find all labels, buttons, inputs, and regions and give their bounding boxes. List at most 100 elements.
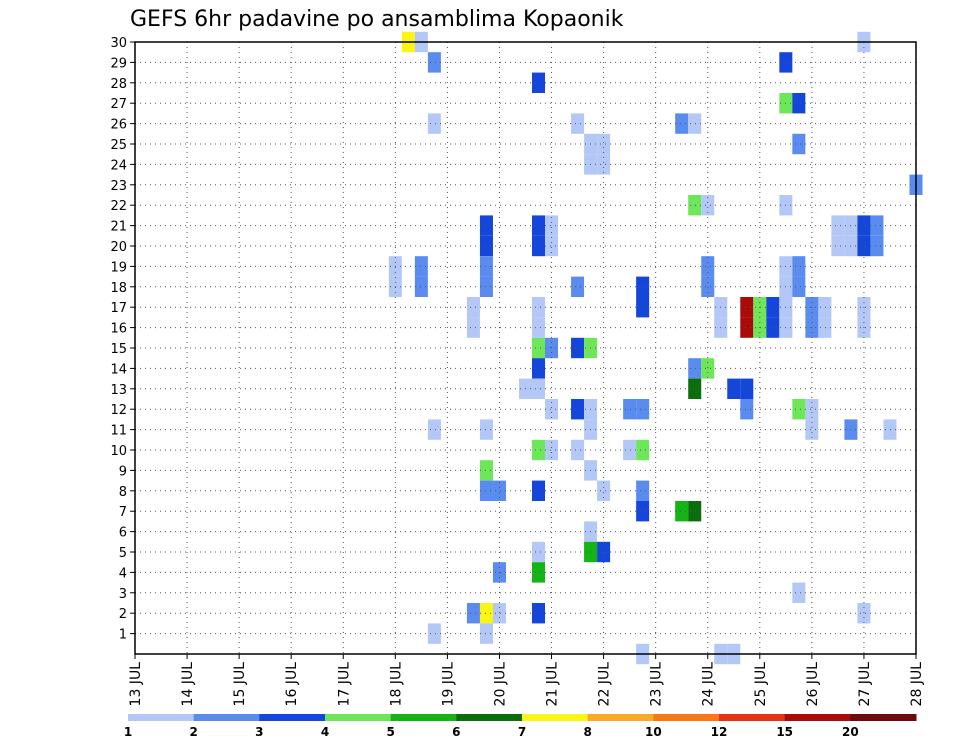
- y-tick-label: 18: [110, 281, 127, 296]
- colorbar-swatch: [522, 714, 589, 721]
- x-axis: 13 JUL 14 JUL 15 JUL 16 JUL 17 JUL 18 JUL 19 J…: [128, 654, 925, 706]
- heat-cell: [740, 317, 754, 338]
- heat-cell: [427, 623, 441, 644]
- y-tick-label: 5: [119, 546, 127, 561]
- heat-cell: [675, 501, 689, 522]
- y-tick-label: 20: [110, 240, 127, 255]
- heat-cell: [675, 113, 689, 134]
- y-tick-label: 28: [110, 77, 127, 92]
- y-tick-label: 24: [110, 158, 127, 173]
- y-tick-label: 19: [110, 260, 127, 275]
- y-tick-label: 3: [119, 587, 127, 602]
- heat-cell: [545, 235, 559, 257]
- x-tick-label: 18 JUL: [388, 662, 404, 707]
- colorbar-label: 12: [711, 725, 728, 739]
- heat-cell: [597, 133, 611, 155]
- colorbar-label: 4: [321, 725, 329, 739]
- heat-cell: [636, 276, 650, 297]
- heat-cell: [831, 215, 845, 236]
- colorbar-swatch: [193, 714, 260, 721]
- heat-cell: [831, 235, 845, 257]
- y-tick-label: 14: [110, 362, 127, 377]
- heat-cell: [466, 603, 480, 624]
- colorbar-swatch: [784, 714, 851, 721]
- y-tick-label: 12: [110, 403, 127, 418]
- heat-cell: [636, 399, 650, 420]
- heat-cell: [414, 256, 428, 277]
- heat-cell: [792, 256, 806, 277]
- y-tick-label: 4: [119, 566, 127, 581]
- x-tick-label: 13 JUL: [128, 662, 144, 707]
- heat-cell: [479, 276, 493, 297]
- colorbar-label: 2: [189, 725, 197, 739]
- heat-cell: [818, 297, 832, 318]
- heat-cell: [545, 399, 559, 420]
- x-tick-label: 16 JUL: [284, 662, 300, 707]
- colorbar-label: 15: [776, 725, 793, 739]
- y-tick-label: 26: [110, 118, 127, 133]
- heat-cell: [571, 113, 585, 134]
- heat-cell: [532, 480, 546, 501]
- colorbar-swatch: [850, 714, 917, 721]
- heat-cell: [792, 93, 806, 114]
- colorbar-label: 7: [518, 725, 526, 739]
- colorbar-swatch: [128, 714, 195, 721]
- heat-cell: [740, 297, 754, 318]
- y-tick-label: 8: [119, 485, 127, 500]
- y-tick-label: 7: [119, 505, 127, 520]
- colorbar-label: 10: [645, 725, 662, 739]
- heat-cell: [427, 52, 441, 73]
- heat-cell: [636, 501, 650, 522]
- heat-cell: [492, 603, 506, 624]
- colorbar-swatch: [587, 714, 654, 721]
- heat-cell: [740, 399, 754, 420]
- heat-cell: [571, 276, 585, 297]
- y-tick-label: 30: [110, 36, 127, 51]
- y-tick-label: 17: [110, 301, 127, 316]
- y-tick-label: 21: [110, 220, 127, 235]
- y-tick-label: 29: [110, 56, 127, 71]
- heat-cell: [688, 358, 702, 379]
- heat-cell: [701, 256, 715, 277]
- colorbar-label: 1: [124, 725, 132, 739]
- heat-cell: [427, 419, 441, 440]
- heat-cell: [766, 297, 780, 318]
- heat-cell: [532, 235, 546, 257]
- heat-cell: [766, 317, 780, 338]
- y-axis: 1234567891011121314151617181920212223242…: [110, 36, 135, 643]
- chart-title: GEFS 6hr padavine po ansamblima Kopaonik: [130, 7, 624, 32]
- heat-cell: [688, 378, 702, 399]
- colorbar-swatch: [456, 714, 523, 721]
- heat-cell: [479, 215, 493, 236]
- colorbar-label: 5: [386, 725, 394, 739]
- heat-cell: [466, 317, 480, 338]
- heat-cell: [532, 358, 546, 379]
- heat-cell: [870, 235, 884, 257]
- grid-layer: [135, 42, 916, 654]
- y-tick-label: 9: [119, 464, 127, 479]
- heat-cell: [727, 378, 741, 399]
- y-tick-label: 27: [110, 97, 127, 112]
- heat-cell: [532, 337, 546, 359]
- x-tick-label: 20 JUL: [492, 662, 508, 707]
- heat-cell: [532, 603, 546, 624]
- heat-cell: [701, 358, 715, 379]
- heat-cell: [857, 603, 871, 624]
- heat-cell: [818, 317, 832, 338]
- heat-cell: [623, 399, 637, 420]
- heat-cell: [479, 623, 493, 644]
- colorbar-swatch: [390, 714, 457, 721]
- colorbar-swatch: [259, 714, 326, 721]
- x-tick-label: 14 JUL: [180, 662, 196, 707]
- heat-cell: [532, 215, 546, 236]
- y-tick-label: 6: [119, 526, 127, 541]
- heat-cell: [571, 337, 585, 359]
- x-tick-label: 23 JUL: [649, 662, 665, 707]
- x-tick-label: 15 JUL: [232, 662, 248, 707]
- heat-cell: [597, 480, 611, 501]
- heat-cell: [571, 399, 585, 420]
- heat-cell: [883, 419, 897, 440]
- heat-cell: [479, 235, 493, 257]
